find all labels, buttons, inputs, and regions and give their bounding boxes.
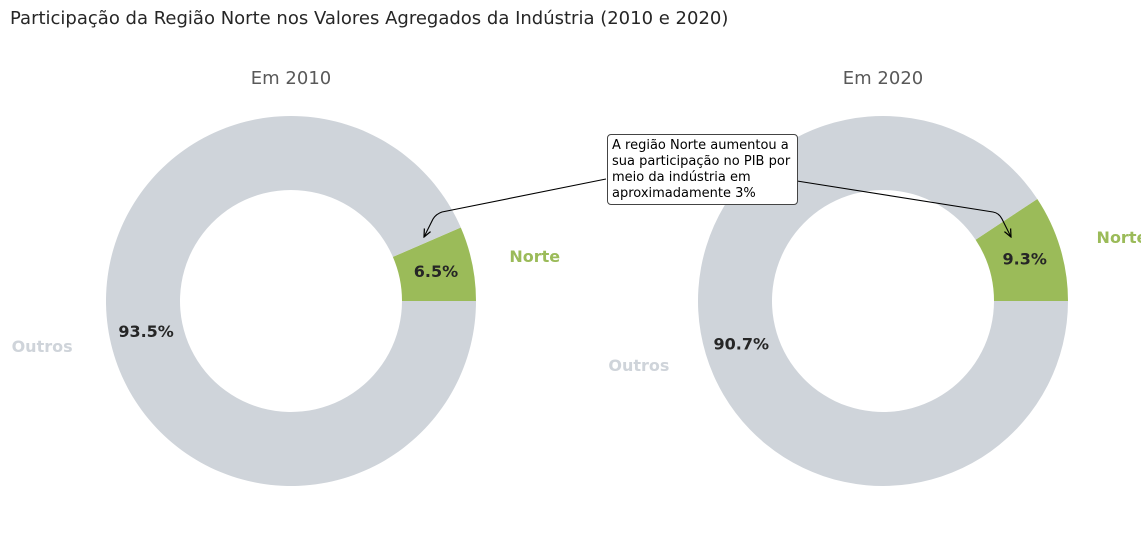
donut-chart-2020: Em 2020 9.3% Norte 90.7% Outros xyxy=(608,68,1141,486)
chart-title: Em 2010 xyxy=(251,68,331,89)
slice-pct-label-outros: 93.5% xyxy=(118,322,174,341)
slice-name-label-outros: Outros xyxy=(12,337,73,356)
slice-pct-label-outros: 90.7% xyxy=(714,335,770,354)
figure-title: Participação da Região Norte nos Valores… xyxy=(10,8,729,29)
annotation-box: A região Norte aumentou a sua participaç… xyxy=(607,134,798,205)
chart-title: Em 2020 xyxy=(843,68,923,89)
annotation-arrow-2020 xyxy=(796,180,1011,237)
slice-name-label-norte: Norte xyxy=(1097,228,1141,247)
slice-name-label-outros: Outros xyxy=(608,356,669,375)
slice-norte xyxy=(975,198,1068,301)
slice-norte xyxy=(392,227,476,301)
slice-name-label-norte: Norte xyxy=(509,247,560,266)
donut-chart-2010: Em 2010 6.5% Norte 93.5% Outros xyxy=(12,68,560,487)
slice-outros xyxy=(106,116,477,487)
slice-pct-label-norte: 9.3% xyxy=(1003,249,1047,268)
annotation-arrow-2010 xyxy=(424,178,607,237)
slice-outros xyxy=(698,115,1068,486)
slice-pct-label-norte: 6.5% xyxy=(414,262,458,281)
